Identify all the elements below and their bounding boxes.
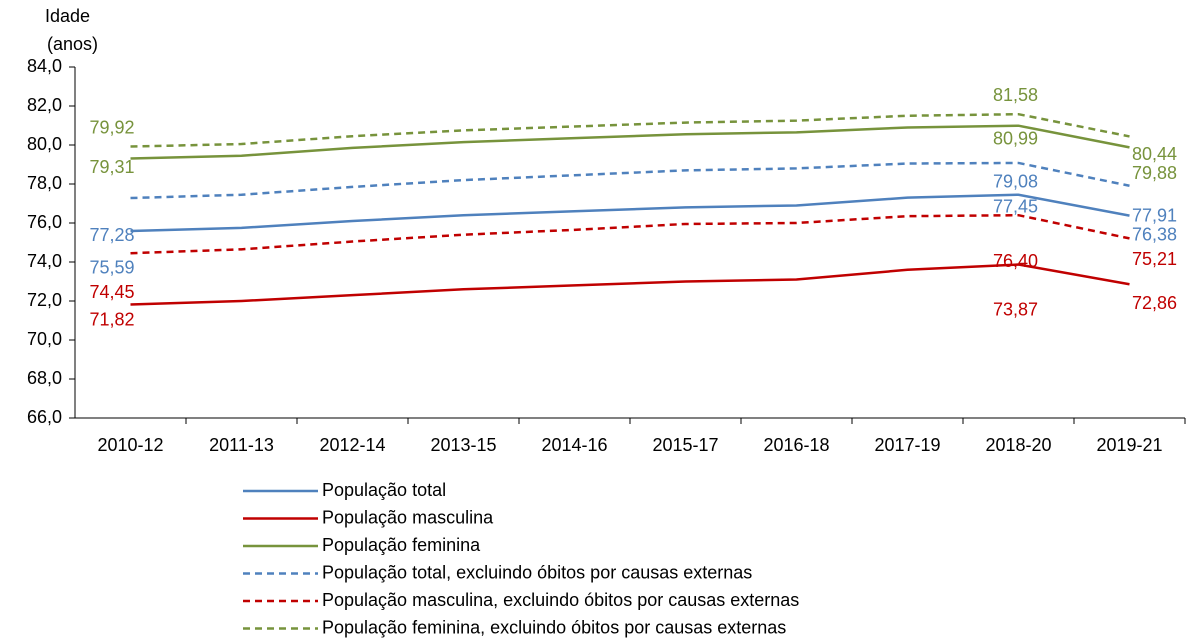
y-tick-label: 82,0 bbox=[27, 95, 62, 115]
x-tick-label: 2014-16 bbox=[541, 435, 607, 455]
data-label: 72,86 bbox=[1132, 293, 1177, 313]
data-label: 81,58 bbox=[993, 85, 1038, 105]
data-label: 75,59 bbox=[89, 258, 134, 278]
x-tick-label: 2017-19 bbox=[874, 435, 940, 455]
data-label: 76,40 bbox=[993, 251, 1038, 271]
data-label: 80,99 bbox=[993, 128, 1038, 148]
series-line bbox=[130, 193, 1130, 233]
y-tick-label: 72,0 bbox=[27, 290, 62, 310]
legend-label: População masculina bbox=[322, 507, 494, 527]
data-label: 79,88 bbox=[1132, 163, 1177, 183]
x-tick-label: 2018-20 bbox=[985, 435, 1051, 455]
legend-label: População total, excluindo óbitos por ca… bbox=[322, 562, 752, 582]
y-axis-label: (anos) bbox=[47, 34, 98, 54]
y-axis-label: Idade bbox=[45, 6, 90, 26]
series-line bbox=[130, 213, 1130, 255]
y-tick-label: 78,0 bbox=[27, 173, 62, 193]
series-line bbox=[130, 124, 1130, 160]
data-label: 74,45 bbox=[89, 282, 134, 302]
y-tick-label: 66,0 bbox=[27, 407, 62, 427]
data-label: 77,28 bbox=[89, 225, 134, 245]
data-label: 80,44 bbox=[1132, 144, 1177, 164]
x-tick-label: 2015-17 bbox=[652, 435, 718, 455]
series-line bbox=[130, 161, 1130, 200]
x-tick-label: 2012-14 bbox=[319, 435, 385, 455]
x-tick-label: 2019-21 bbox=[1096, 435, 1162, 455]
legend-label: População feminina, excluindo óbitos por… bbox=[322, 617, 786, 637]
legend-label: População feminina bbox=[322, 535, 481, 555]
y-tick-label: 70,0 bbox=[27, 329, 62, 349]
y-tick-label: 80,0 bbox=[27, 134, 62, 154]
series-line bbox=[130, 263, 1130, 306]
data-label: 77,45 bbox=[993, 196, 1038, 216]
data-label: 77,91 bbox=[1132, 206, 1177, 226]
data-label: 79,08 bbox=[993, 172, 1038, 192]
x-tick-label: 2016-18 bbox=[763, 435, 829, 455]
legend-label: População total bbox=[322, 480, 446, 500]
x-tick-label: 2013-15 bbox=[430, 435, 496, 455]
y-tick-label: 84,0 bbox=[27, 56, 62, 76]
series-line bbox=[130, 112, 1130, 148]
data-label: 79,31 bbox=[89, 157, 134, 177]
x-tick-label: 2011-13 bbox=[209, 435, 274, 455]
data-label: 76,38 bbox=[1132, 224, 1177, 244]
data-label: 73,87 bbox=[993, 299, 1038, 319]
data-label: 71,82 bbox=[89, 309, 134, 329]
legend-label: População masculina, excluindo óbitos po… bbox=[322, 590, 799, 610]
y-tick-label: 74,0 bbox=[27, 251, 62, 271]
data-label: 79,92 bbox=[89, 117, 134, 137]
data-label: 75,21 bbox=[1132, 249, 1177, 269]
x-tick-label: 2010-12 bbox=[97, 435, 163, 455]
y-tick-label: 76,0 bbox=[27, 212, 62, 232]
y-tick-label: 68,0 bbox=[27, 368, 62, 388]
